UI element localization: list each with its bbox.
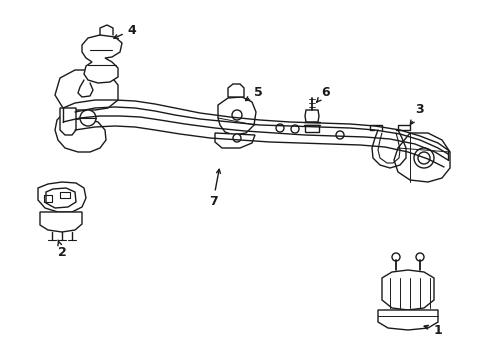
Text: 4: 4	[114, 23, 136, 39]
Polygon shape	[215, 133, 254, 148]
Circle shape	[231, 110, 242, 120]
Polygon shape	[227, 84, 244, 97]
Polygon shape	[305, 110, 318, 122]
Circle shape	[80, 110, 96, 126]
Circle shape	[417, 152, 429, 164]
Text: 5: 5	[245, 85, 262, 100]
Polygon shape	[46, 188, 76, 208]
Circle shape	[232, 134, 241, 142]
Circle shape	[391, 253, 399, 261]
Polygon shape	[393, 133, 449, 182]
Polygon shape	[377, 310, 437, 330]
Text: 3: 3	[409, 104, 424, 125]
Text: 6: 6	[316, 85, 329, 102]
Polygon shape	[38, 182, 86, 212]
Polygon shape	[40, 212, 82, 232]
Polygon shape	[305, 125, 318, 132]
Polygon shape	[381, 270, 433, 310]
Polygon shape	[55, 70, 118, 152]
Polygon shape	[60, 108, 76, 135]
Circle shape	[275, 124, 284, 132]
Circle shape	[413, 148, 433, 168]
Circle shape	[335, 131, 343, 139]
Circle shape	[290, 125, 298, 133]
Text: 2: 2	[58, 240, 66, 258]
Circle shape	[415, 253, 423, 261]
Text: 7: 7	[208, 169, 220, 208]
Text: 1: 1	[423, 324, 442, 337]
Polygon shape	[218, 97, 256, 135]
Polygon shape	[82, 35, 122, 83]
